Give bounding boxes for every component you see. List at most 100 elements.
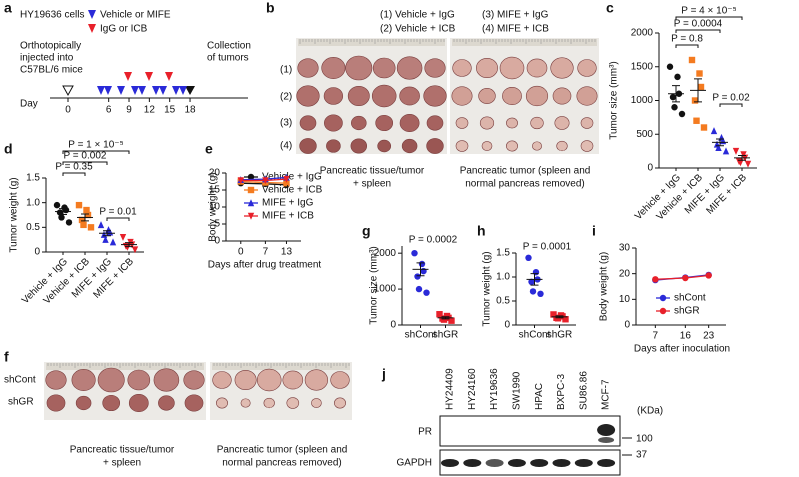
y-tick-label: 0 <box>504 320 510 331</box>
error-bar <box>125 242 133 248</box>
error-bar <box>81 213 89 222</box>
caption: Pancreatic tumor (spleen and <box>460 166 591 177</box>
y-tick-label: 5 <box>214 219 220 230</box>
tissue <box>216 397 228 409</box>
error-bar <box>530 273 539 286</box>
legend-icon <box>88 10 96 19</box>
marker <box>529 288 537 295</box>
tissue <box>128 393 149 413</box>
tissue <box>46 394 66 412</box>
tissue <box>326 139 341 153</box>
error-bar <box>416 262 425 277</box>
group-label: (3) MIFE + IgG <box>482 10 549 21</box>
tissue <box>530 116 544 130</box>
marker <box>666 63 674 70</box>
row-label: (3) <box>280 118 292 129</box>
panel-label: i <box>592 223 596 239</box>
tissue <box>240 398 251 408</box>
tissue <box>455 117 469 129</box>
y-tick-label: 0.5 <box>496 296 510 307</box>
y-tick-label: 2000 <box>374 248 397 259</box>
marker <box>62 206 70 214</box>
ruler <box>46 363 204 370</box>
legend-icon <box>88 24 96 33</box>
y-tick-label: 10 <box>209 202 221 213</box>
p-value: P = 0.02 <box>712 93 750 104</box>
marker <box>652 276 659 283</box>
marker <box>525 254 532 261</box>
treatment-markers <box>97 86 187 95</box>
marker <box>411 249 418 257</box>
unit-label: (KDa) <box>637 406 663 417</box>
p-value: P = 0.35 <box>55 162 93 173</box>
tissue <box>75 395 92 411</box>
tissue <box>502 86 522 106</box>
significance-bracket <box>62 172 86 176</box>
tissue <box>375 114 394 132</box>
pr-blot <box>439 415 621 447</box>
tissue <box>347 86 370 107</box>
y-axis-label: Body weight (g) <box>599 252 610 321</box>
tissue <box>97 367 125 393</box>
marker <box>550 311 557 318</box>
gapdh-band <box>597 459 616 467</box>
y-tick-label: 15 <box>209 185 221 196</box>
marker <box>697 83 705 91</box>
marker <box>436 311 443 318</box>
lane-label: BXPC-3 <box>556 373 567 410</box>
error-bar <box>103 230 111 237</box>
row-label: shGR <box>8 397 34 408</box>
x-axis-label: Days after inoculation <box>634 344 730 355</box>
row-label: (4) <box>280 141 292 152</box>
marker <box>84 211 92 219</box>
gapdh-band <box>441 459 459 467</box>
tissue <box>377 139 392 153</box>
panel-label: b <box>266 0 275 16</box>
p-value: P = 1 × 10⁻⁵ <box>68 140 123 151</box>
legend-text: Vehicle or MIFE <box>100 10 171 21</box>
legend-text: Vehicle + IgG <box>262 172 322 183</box>
row-label: (2) <box>280 92 292 103</box>
tissue <box>552 87 572 105</box>
row-label: shCont <box>4 375 36 386</box>
day-label: 9 <box>126 105 132 116</box>
ruler <box>452 39 597 46</box>
marker <box>691 97 699 104</box>
marker <box>418 260 426 268</box>
x-tick-label: 13 <box>281 247 293 258</box>
tissue <box>234 369 257 390</box>
lane-label: SU86.86 <box>578 371 589 410</box>
lane-label: HY24160 <box>467 368 478 410</box>
x-tick-label: shCont <box>405 330 437 341</box>
tissue <box>478 88 496 104</box>
tissue <box>345 55 373 81</box>
p-value: P = 4 × 10⁻⁵ <box>681 6 736 17</box>
panel-label: c <box>606 0 614 16</box>
tissue <box>506 140 518 152</box>
lane-label: HY19636 <box>489 368 500 410</box>
caption: + spleen <box>353 179 391 190</box>
collection-text: of tumors <box>207 53 249 64</box>
marker <box>97 221 105 229</box>
marker <box>262 177 269 185</box>
x-tick-label: 16 <box>680 331 692 342</box>
x-tick-label: shGR <box>433 330 459 341</box>
day-label: 12 <box>144 105 156 116</box>
marker <box>414 273 421 280</box>
antibody-markers <box>124 72 173 81</box>
caption: Pancreatic tissue/tumor <box>320 166 425 177</box>
tissue <box>426 115 444 131</box>
tissue <box>311 398 322 408</box>
y-tick-label: 0 <box>390 320 396 331</box>
y-tick-label: 1000 <box>631 95 654 106</box>
photo <box>450 38 599 154</box>
significance-bracket <box>62 161 108 165</box>
marker <box>102 235 109 243</box>
marker <box>440 316 448 323</box>
marker <box>528 278 535 285</box>
y-axis-label: Tumor weight (g) <box>482 251 493 326</box>
error-bar <box>555 315 564 319</box>
marker <box>119 234 127 241</box>
p-value: P = 0.8 <box>671 34 703 45</box>
tissue <box>526 58 548 78</box>
